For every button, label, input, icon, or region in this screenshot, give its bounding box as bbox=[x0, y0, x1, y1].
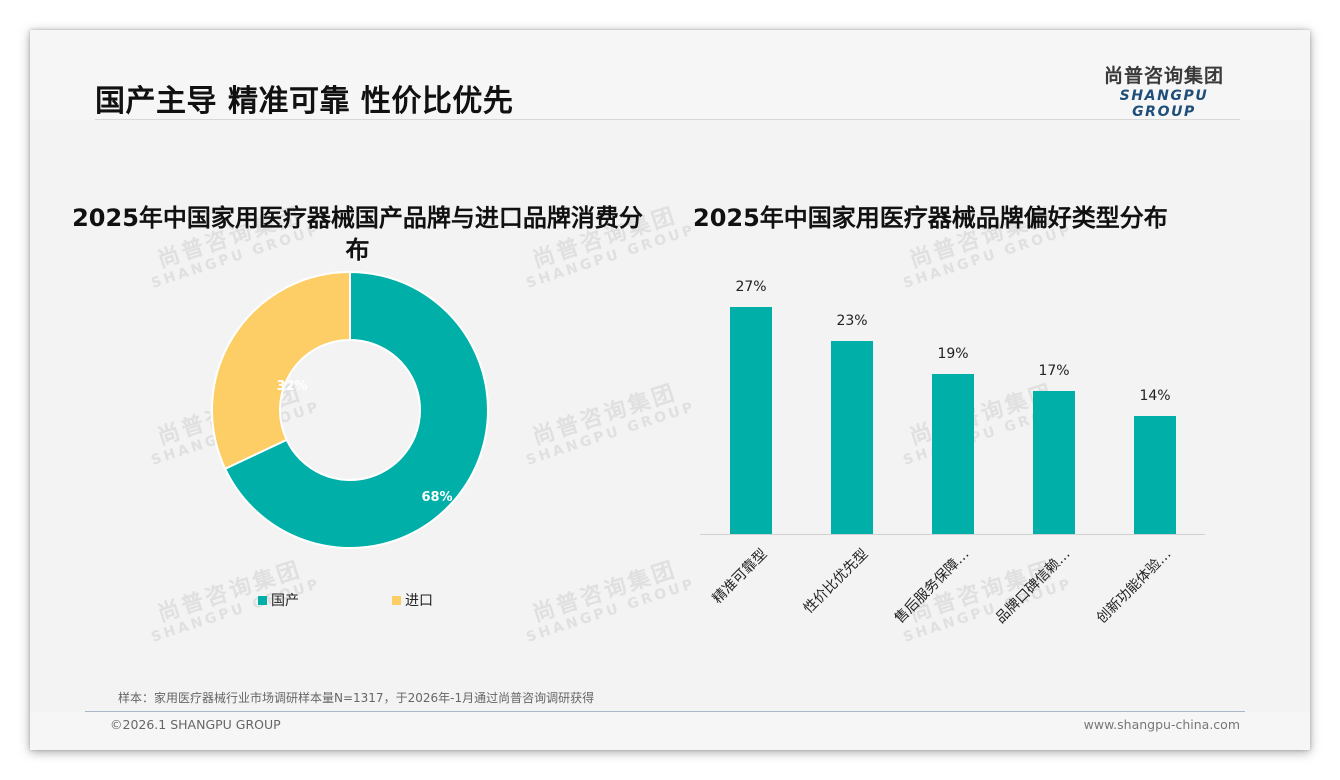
logo-en-text: SHANGPU GROUP bbox=[1119, 88, 1209, 120]
bar-value-label: 23% bbox=[836, 312, 868, 329]
bar[interactable] bbox=[1134, 416, 1176, 534]
bar-value-label: 27% bbox=[735, 279, 767, 296]
bar-value-label: 17% bbox=[1038, 363, 1070, 380]
x-axis-label: 精准可靠型 bbox=[709, 546, 771, 607]
donut-chart-title: 2025年中国家用医疗器械国产品牌与进口品牌消费分 布 bbox=[40, 202, 675, 266]
header-divider bbox=[95, 119, 1240, 120]
bar-chart: 27% 精准可靠型 23% 性价比优先型 19% 售后服务保障… 17% 品牌口碑信赖… 14%… bbox=[30, 30, 1310, 750]
sample-note: 样本：家用医疗器械行业市场调研样本量N=1317，于2026年-1月通过尚普咨询… bbox=[118, 691, 595, 705]
slide: 国产主导 精准可靠 性价比优先 尚普咨询集团 SHANGPU GROUP 尚普咨… bbox=[30, 30, 1310, 750]
x-axis-label: 创新功能体验… bbox=[1093, 546, 1175, 627]
x-axis-label: 性价比优先型 bbox=[800, 546, 872, 617]
copyright-text: ©2026.1 SHANGPU GROUP bbox=[110, 717, 281, 732]
donut-chart-svg: 68% 32% bbox=[211, 270, 489, 549]
legend-swatch-yellow bbox=[392, 595, 401, 605]
header-band bbox=[30, 30, 1310, 120]
x-axis-line bbox=[700, 534, 1205, 535]
donut-label-imported: 32% bbox=[276, 379, 307, 394]
x-axis-label: 售后服务保障… bbox=[891, 546, 973, 627]
legend-swatch-teal bbox=[258, 595, 267, 605]
donut-chart-title-line2: 布 bbox=[345, 236, 370, 264]
legend-item-domestic[interactable]: 国产 bbox=[258, 590, 299, 610]
bar[interactable] bbox=[932, 374, 974, 534]
donut-segment-imported[interactable] bbox=[211, 270, 351, 471]
donut-segment-domestic[interactable] bbox=[223, 270, 489, 549]
legend-label: 国产 bbox=[271, 593, 299, 609]
x-axis-label: 品牌口碑信赖… bbox=[992, 546, 1074, 627]
legend-label: 进口 bbox=[405, 593, 433, 609]
footer-band bbox=[30, 712, 1310, 750]
footer-divider bbox=[85, 711, 1245, 712]
page-title: 国产主导 精准可靠 性价比优先 bbox=[95, 84, 514, 119]
bar-chart-title: 2025年中国家用医疗器械品牌偏好类型分布 bbox=[693, 204, 1168, 232]
legend-item-imported[interactable]: 进口 bbox=[392, 590, 433, 610]
bar-value-label: 14% bbox=[1139, 388, 1171, 405]
bar[interactable] bbox=[730, 307, 772, 534]
bar-value-label: 19% bbox=[937, 346, 969, 363]
website-link[interactable]: www.shangpu-china.com bbox=[1083, 717, 1240, 732]
donut-chart-title-line1: 2025年中国家用医疗器械国产品牌与进口品牌消费分 bbox=[72, 204, 643, 232]
bar[interactable] bbox=[1033, 391, 1075, 534]
brand-logo: 尚普咨询集团 SHANGPU GROUP bbox=[1088, 64, 1240, 120]
donut-chart: 68% 32% bbox=[210, 270, 490, 550]
donut-label-domestic: 68% bbox=[421, 490, 452, 505]
bar[interactable] bbox=[831, 340, 873, 534]
logo-cn-text: 尚普咨询集团 bbox=[1103, 65, 1224, 87]
